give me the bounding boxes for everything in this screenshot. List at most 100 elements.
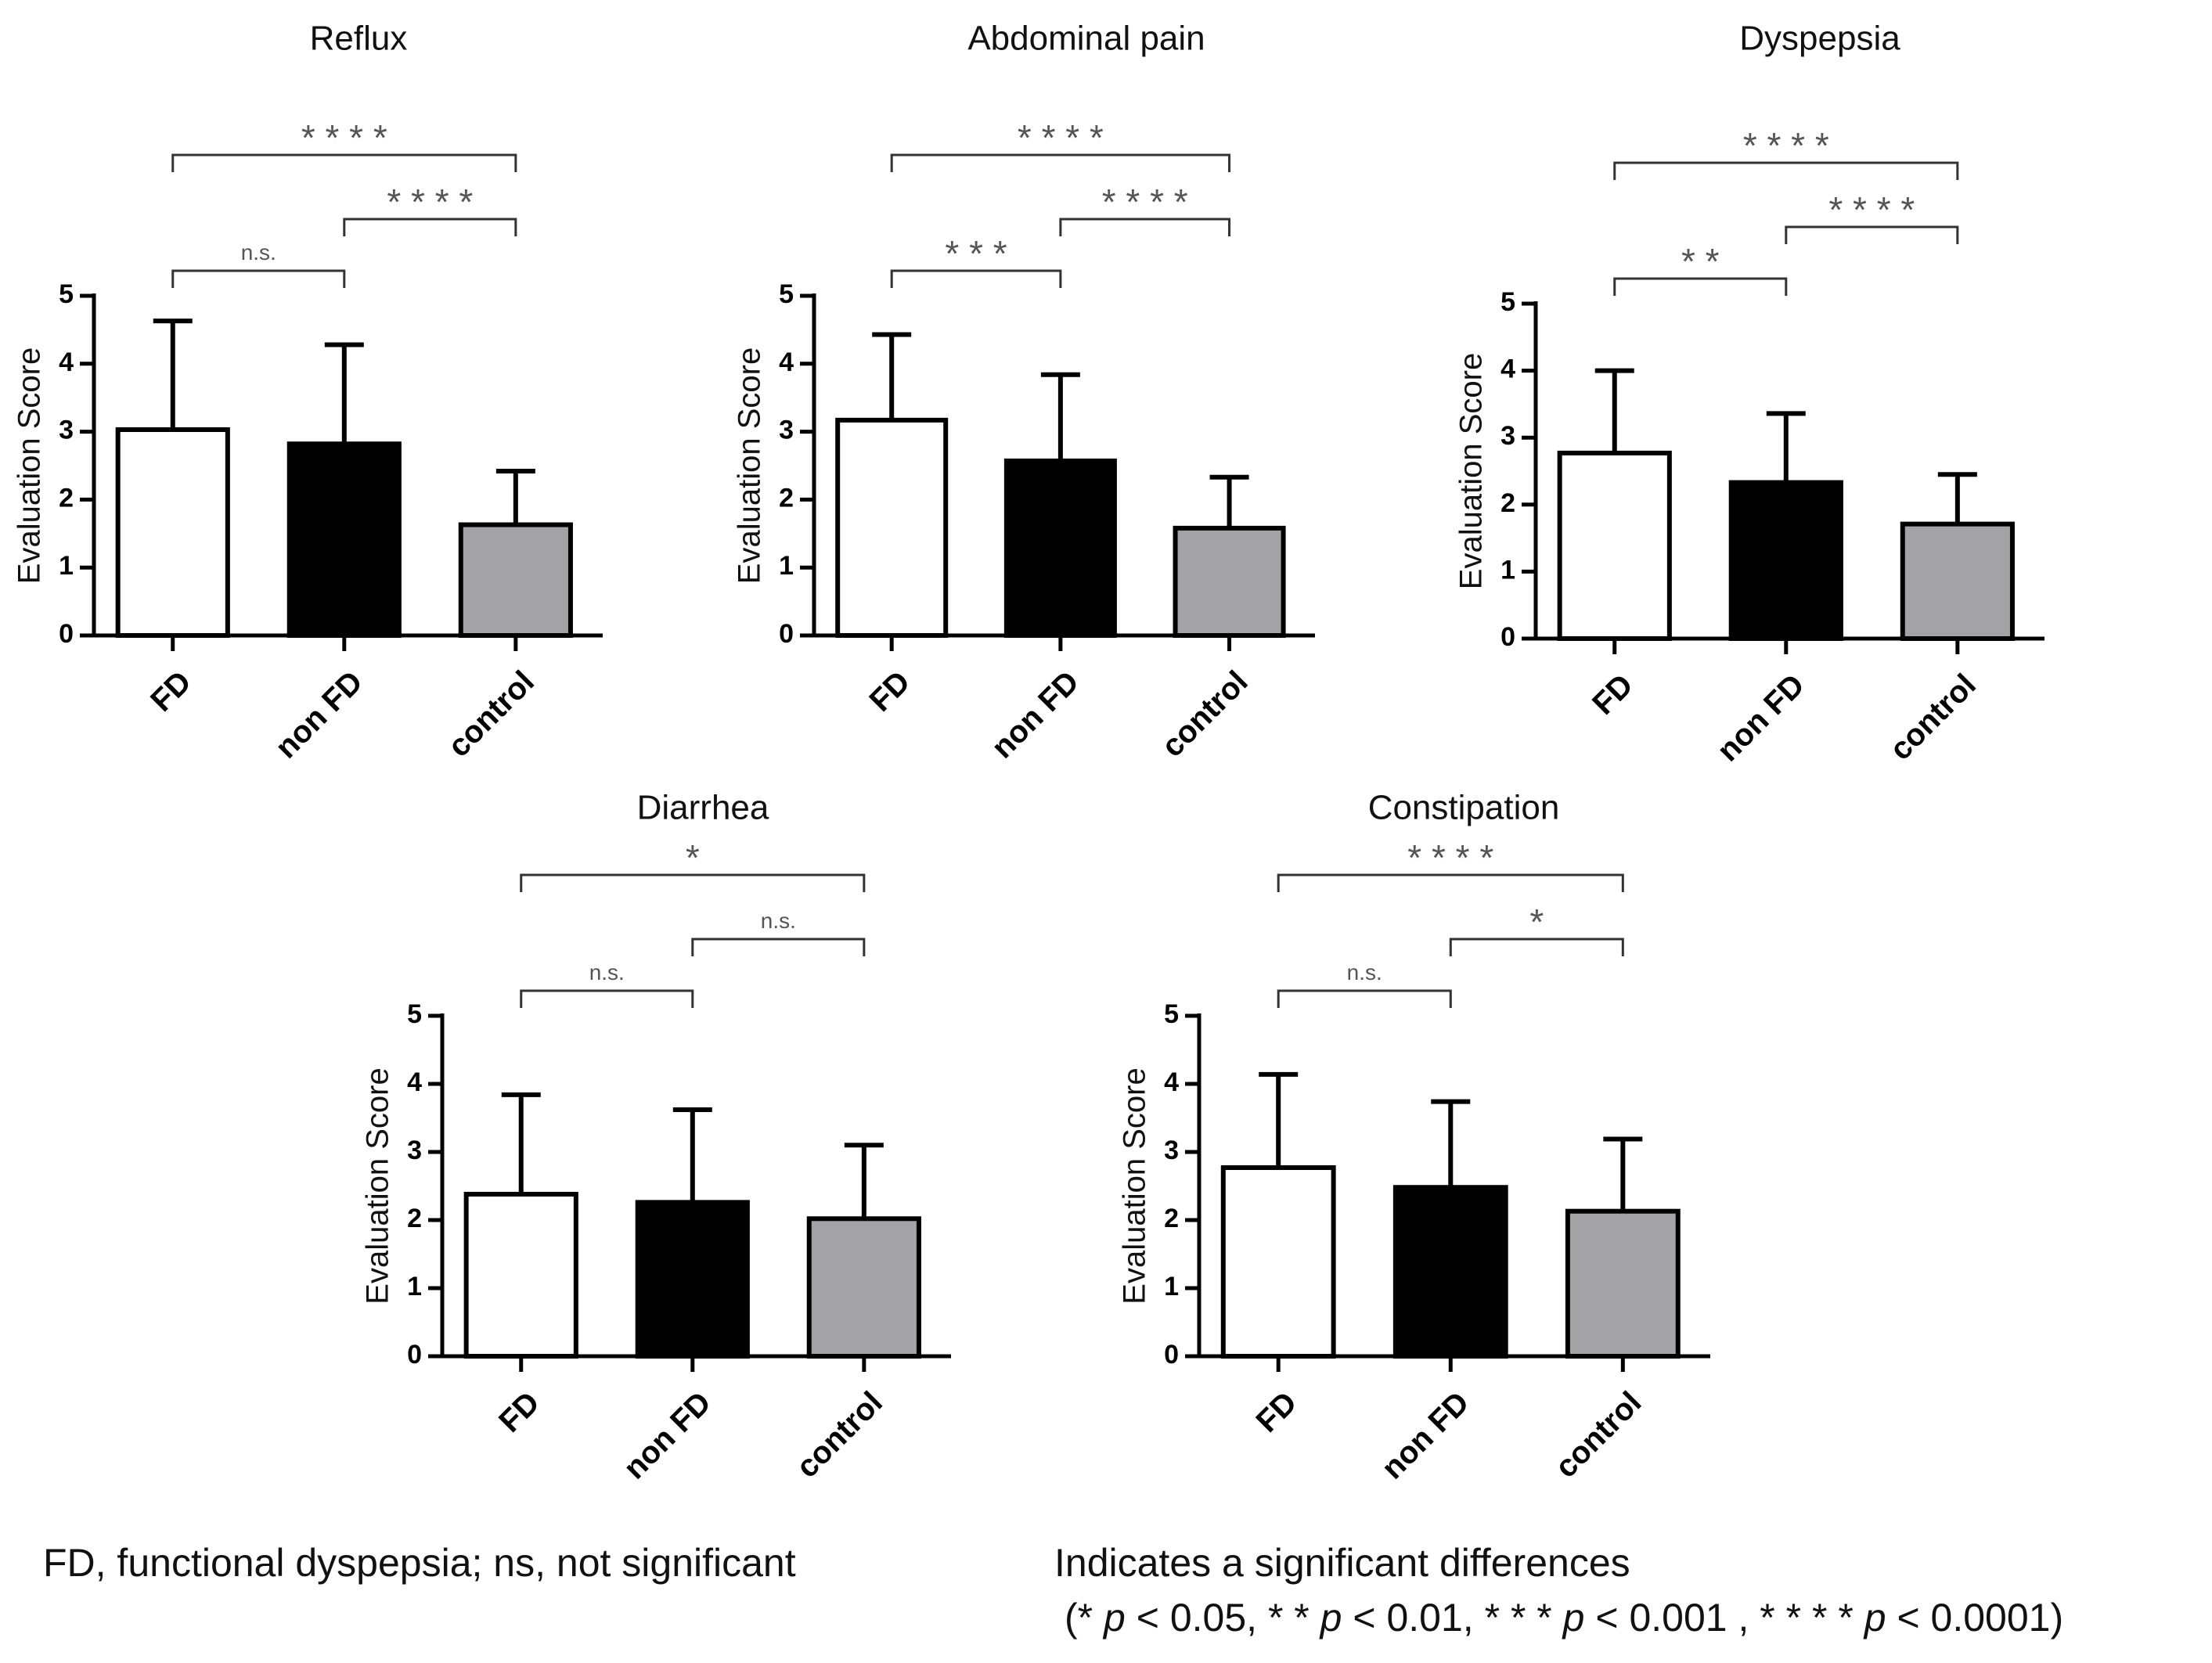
y-tick-label: 4 bbox=[407, 1067, 422, 1097]
footnote-abbreviations: FD, functional dyspepsia; ns, not signif… bbox=[43, 1541, 796, 1585]
y-tick-label: 2 bbox=[1164, 1204, 1179, 1233]
significance-bracket bbox=[1613, 161, 1959, 180]
significance-label: n.s. bbox=[241, 240, 276, 265]
significance-label: * * * * bbox=[1018, 117, 1104, 158]
y-tick-label: 2 bbox=[779, 483, 794, 513]
bar-fd bbox=[463, 1191, 578, 1359]
y-tick-label: 1 bbox=[1164, 1272, 1179, 1301]
significance-bracket bbox=[890, 269, 1062, 288]
y-axis-label: Evaluation Score bbox=[13, 347, 47, 584]
y-tick-label: 5 bbox=[779, 279, 794, 309]
y-tick-label: 1 bbox=[779, 551, 794, 581]
x-tick-label: FD bbox=[863, 664, 917, 718]
bar-control bbox=[1900, 521, 2015, 642]
significance-label: n.s. bbox=[1347, 960, 1382, 984]
significance-bracket bbox=[890, 153, 1231, 172]
x-tick-label: non FD bbox=[1375, 1385, 1476, 1486]
significance-bracket bbox=[1449, 938, 1624, 956]
x-tick-label: non FD bbox=[985, 664, 1086, 765]
significance-label: * * * * bbox=[387, 182, 473, 222]
y-tick-label: 0 bbox=[1500, 622, 1515, 652]
significance-label: * * * * bbox=[1828, 189, 1915, 230]
significance-label: * bbox=[1529, 902, 1544, 942]
x-tick-label: FD bbox=[492, 1385, 546, 1439]
chart-panel-constipation: Constipation Evaluation Score 0 1 2 3 4 5 FD non … bbox=[1118, 789, 1710, 1486]
y-tick-label: 0 bbox=[779, 619, 794, 649]
y-tick-label: 2 bbox=[407, 1204, 422, 1233]
x-tick-label: non FD bbox=[1710, 668, 1811, 769]
x-tick-label: control bbox=[1549, 1385, 1648, 1485]
footnote-significance-levels: (* p < 0.05, * * p < 0.01, * * * p < 0.0… bbox=[1065, 1595, 2063, 1640]
chart-title: Abdominal pain bbox=[967, 20, 1205, 58]
bar-fd bbox=[1557, 450, 1672, 641]
x-tick-label: FD bbox=[144, 664, 198, 718]
y-tick-label: 0 bbox=[1164, 1340, 1179, 1370]
y-axis-label: Evaluation Score bbox=[361, 1067, 395, 1304]
y-axis-label: Evaluation Score bbox=[1454, 353, 1489, 589]
chart-title: Diarrhea bbox=[637, 789, 769, 827]
level-2: * * p < 0.01, bbox=[1267, 1596, 1474, 1640]
bar-fd bbox=[835, 417, 949, 638]
significance-label: n.s. bbox=[761, 909, 796, 933]
significance-bracket bbox=[520, 989, 694, 1008]
bar-control bbox=[1173, 525, 1286, 639]
y-tick-label: 0 bbox=[59, 619, 74, 649]
x-tick-label: FD bbox=[1250, 1385, 1304, 1439]
significance-label: n.s. bbox=[589, 960, 625, 984]
footnote-significance-title: Indicates a significant differences bbox=[1054, 1541, 1630, 1585]
x-tick-label: control bbox=[1883, 668, 1983, 767]
x-tick-label: non FD bbox=[268, 664, 369, 765]
level-3: * * * p < 0.001 , bbox=[1484, 1596, 1749, 1640]
significance-label: * * bbox=[1681, 241, 1720, 282]
y-tick-label: 3 bbox=[779, 416, 794, 445]
significance-bracket bbox=[691, 938, 866, 956]
chart-title: Reflux bbox=[310, 20, 408, 58]
significance-label: * * * * bbox=[1743, 125, 1829, 166]
significance-label: * * * * bbox=[1102, 182, 1188, 222]
x-tick-label: non FD bbox=[617, 1385, 718, 1486]
significance-bracket bbox=[1613, 277, 1788, 296]
significance-bracket bbox=[343, 218, 517, 236]
bar-fd bbox=[1220, 1165, 1336, 1359]
chart-panel-diarrhea: Diarrhea Evaluation Score 0 1 2 3 4 5 FD non FD co… bbox=[361, 789, 951, 1486]
y-tick-label: 1 bbox=[407, 1272, 422, 1301]
level-1: * p < 0.05, bbox=[1077, 1596, 1258, 1640]
x-tick-label: control bbox=[441, 664, 541, 764]
y-tick-label: 3 bbox=[1164, 1136, 1179, 1165]
y-tick-label: 2 bbox=[1500, 488, 1515, 518]
significance-label: * * * bbox=[945, 233, 1007, 274]
y-tick-label: 0 bbox=[407, 1340, 422, 1370]
significance-label: * * * * bbox=[301, 117, 387, 158]
y-tick-label: 4 bbox=[779, 347, 794, 377]
bar-non-fd bbox=[1392, 1185, 1508, 1359]
level-4: * * * * p < 0.0001 bbox=[1760, 1596, 2051, 1640]
significance-bracket bbox=[1059, 218, 1231, 236]
y-tick-label: 4 bbox=[1164, 1067, 1179, 1097]
paren-open: ( bbox=[1065, 1596, 1078, 1640]
y-tick-label: 5 bbox=[59, 279, 74, 309]
y-tick-label: 4 bbox=[59, 347, 74, 377]
chart-panel-abdominal-pain: Abdominal pain Evaluation Score 0 1 2 3 4 5 FD no… bbox=[733, 20, 1315, 765]
x-tick-label: control bbox=[1155, 664, 1255, 764]
bar-fd bbox=[115, 427, 230, 638]
y-tick-label: 1 bbox=[59, 551, 74, 581]
y-tick-label: 5 bbox=[1164, 999, 1179, 1029]
significance-bracket bbox=[520, 873, 866, 892]
chart-title: Constipation bbox=[1368, 789, 1560, 827]
significance-bracket bbox=[1785, 225, 1959, 244]
bar-non-fd bbox=[1728, 480, 1843, 641]
y-axis-label: Evaluation Score bbox=[1118, 1067, 1152, 1304]
significance-bracket bbox=[1277, 989, 1452, 1008]
y-tick-label: 5 bbox=[407, 999, 422, 1029]
chart-panel-dyspepsia: Dyspepsia Evaluation Score 0 1 2 3 4 5 FD non FD c… bbox=[1454, 20, 2044, 769]
significance-label: * * * * bbox=[1407, 837, 1493, 878]
chart-panel-reflux: Reflux Evaluation Score 0 1 2 3 4 5 FD non FD cont… bbox=[13, 20, 603, 765]
paren-close: ) bbox=[2050, 1596, 2064, 1640]
y-tick-label: 1 bbox=[1500, 555, 1515, 585]
y-tick-label: 3 bbox=[1500, 421, 1515, 451]
significance-label: * bbox=[686, 837, 700, 878]
x-tick-label: control bbox=[790, 1385, 889, 1485]
y-tick-label: 2 bbox=[59, 483, 74, 513]
y-tick-label: 5 bbox=[1500, 287, 1515, 317]
